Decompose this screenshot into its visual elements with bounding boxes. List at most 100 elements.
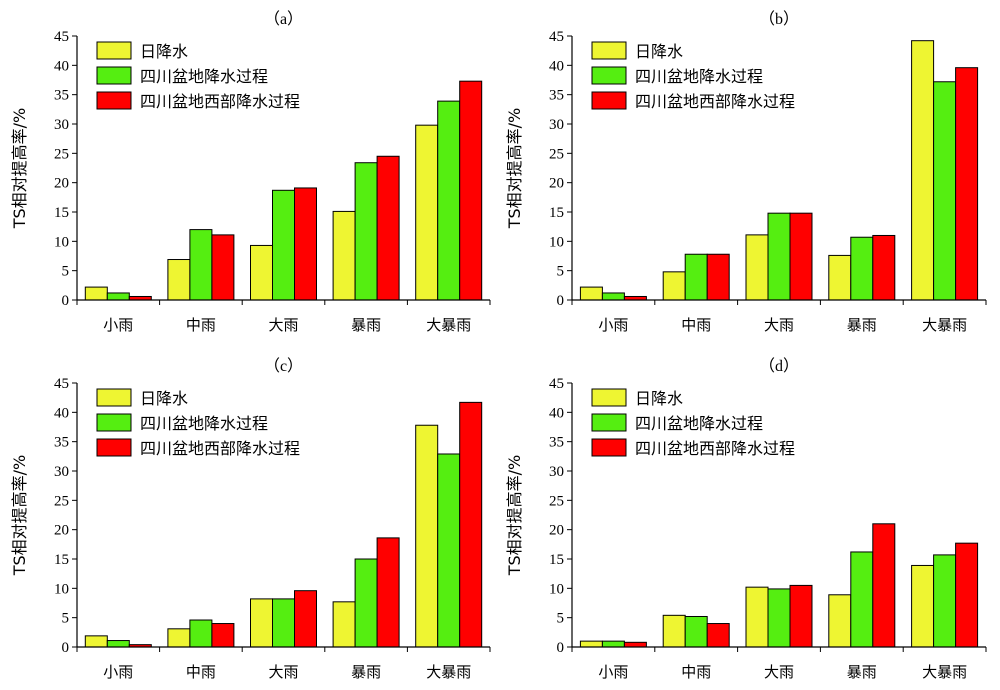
y-tick-label: 10	[549, 234, 564, 250]
y-tick-label: 0	[62, 293, 70, 309]
y-tick-label: 0	[62, 640, 70, 656]
bar-b-s0-c1	[662, 271, 686, 301]
y-tick-label: 20	[549, 523, 564, 539]
y-tick-label: 20	[54, 176, 69, 192]
legend-swatch-1	[591, 66, 627, 85]
y-tick-label: 30	[54, 117, 69, 133]
x-tick-label: 中雨	[186, 316, 216, 334]
bar-c-s0-c0	[84, 635, 108, 648]
legend-swatch-0	[96, 388, 132, 407]
y-tick-label: 0	[557, 640, 565, 656]
bar-a-s0-c2	[250, 244, 273, 301]
bar-a-s0-c1	[167, 259, 191, 301]
bar-d-s1-c0	[601, 640, 625, 648]
x-tick-label: 暴雨	[351, 663, 381, 681]
x-tick-label: 小雨	[103, 316, 133, 334]
y-tick-label: 25	[549, 146, 564, 162]
y-tick-label: 10	[54, 581, 69, 597]
chart-panel-d: 0 5 10 15 20 25 30 35 40 45 小雨 中雨 大雨 暴雨 大暴雨 （d） TS相对提高率/…	[505, 357, 987, 681]
legend-label-1: 四川盆地降水过程	[635, 67, 763, 86]
y-tick-label: 10	[54, 234, 69, 250]
x-tick-label: 大雨	[268, 663, 298, 681]
y-tick-label: 30	[549, 464, 564, 480]
x-tick-label: 小雨	[598, 663, 628, 681]
bar-a-s1-c3	[354, 162, 378, 301]
legend-label-1: 四川盆地降水过程	[140, 67, 268, 86]
bar-a-s0-c3	[332, 210, 356, 301]
y-tick-label: 0	[557, 293, 565, 309]
y-axis-label: TS相对提高率/%	[505, 455, 524, 577]
bar-c-s0-c2	[250, 598, 273, 648]
bar-b-s0-c4	[911, 40, 935, 301]
bar-d-s0-c2	[745, 586, 769, 648]
y-tick-label: 45	[54, 376, 69, 392]
legend-label-1: 四川盆地降水过程	[140, 414, 268, 433]
bar-d-s1-c1	[684, 615, 708, 648]
x-tick-label: 中雨	[186, 663, 216, 681]
bar-d-s1-c2	[767, 588, 791, 648]
legend-swatch-0	[96, 41, 132, 60]
y-tick-label: 25	[549, 493, 564, 509]
y-tick-label: 10	[549, 581, 564, 597]
bar-d-s2-c1	[706, 623, 730, 648]
bar-d-s2-c3	[872, 523, 896, 648]
legend-swatch-0	[591, 41, 627, 60]
x-tick-label: 中雨	[681, 663, 711, 681]
chart-panel-b: 0 5 10 15 20 25 30 35 40 45 小雨 中雨 大雨 暴雨 大暴雨 （b） TS相对提高率/…	[505, 10, 987, 334]
legend-swatch-1	[96, 66, 132, 85]
y-tick-label: 35	[54, 435, 69, 451]
bar-b-s0-c3	[828, 254, 852, 301]
bar-b-s1-c1	[684, 253, 708, 301]
y-tick-label: 25	[54, 146, 69, 162]
y-tick-label: 5	[557, 611, 565, 627]
bar-b-s1-c3	[850, 236, 874, 301]
bar-a-s2-c3	[376, 155, 400, 301]
y-axis-label: TS相对提高率/%	[10, 455, 29, 577]
x-tick-label: 小雨	[103, 663, 133, 681]
y-tick-label: 35	[549, 435, 564, 451]
bar-b-s1-c0	[601, 292, 625, 301]
y-tick-label: 15	[549, 552, 564, 568]
y-tick-label: 35	[549, 88, 564, 104]
panel-title: （a）	[264, 10, 303, 28]
y-tick-label: 15	[549, 205, 564, 221]
y-tick-label: 15	[54, 552, 69, 568]
legend-label-2: 四川盆地西部降水过程	[635, 92, 795, 111]
x-tick-label: 大雨	[764, 316, 794, 334]
y-tick-label: 25	[54, 493, 69, 509]
bar-d-s2-c2	[789, 584, 813, 648]
legend-swatch-2	[591, 438, 627, 457]
x-tick-label: 大暴雨	[426, 663, 471, 681]
y-tick-label: 30	[54, 464, 69, 480]
legend-swatch-2	[96, 438, 132, 457]
legend-label-2: 四川盆地西部降水过程	[635, 439, 795, 458]
y-tick-label: 45	[549, 29, 564, 45]
bar-d-s1-c3	[850, 551, 874, 648]
bar-a-s0-c4	[415, 124, 439, 301]
bar-b-s2-c2	[789, 212, 813, 301]
x-tick-label: 暴雨	[847, 316, 877, 334]
bar-d-s1-c4	[933, 554, 957, 648]
bar-c-s0-c3	[332, 601, 356, 648]
y-tick-label: 40	[54, 405, 69, 421]
y-axis-label: TS相对提高率/%	[10, 108, 29, 230]
x-tick-label: 大雨	[764, 663, 794, 681]
y-tick-label: 5	[557, 264, 565, 280]
bar-c-s1-c0	[106, 640, 130, 648]
x-tick-label: 暴雨	[351, 316, 381, 334]
bar-a-s1-c0	[106, 292, 130, 301]
bar-b-s0-c0	[579, 286, 603, 301]
bar-b-s0-c2	[745, 234, 769, 301]
legend-label-0: 日降水	[635, 42, 683, 61]
bar-c-s2-c3	[376, 537, 400, 648]
chart-panel-c: 0 5 10 15 20 25 30 35 40 45 小雨 中雨 大雨 暴雨 大暴雨 （c） TS相对提高率/…	[10, 357, 491, 681]
legend-label-2: 四川盆地西部降水过程	[140, 92, 300, 111]
bar-c-s0-c1	[167, 628, 191, 648]
x-tick-label: 大暴雨	[426, 316, 471, 334]
y-tick-label: 30	[549, 117, 564, 133]
bar-d-s2-c0	[623, 641, 647, 648]
bar-a-s1-c1	[189, 229, 213, 301]
bar-a-s0-c0	[84, 286, 108, 301]
bar-b-s2-c3	[872, 234, 896, 301]
